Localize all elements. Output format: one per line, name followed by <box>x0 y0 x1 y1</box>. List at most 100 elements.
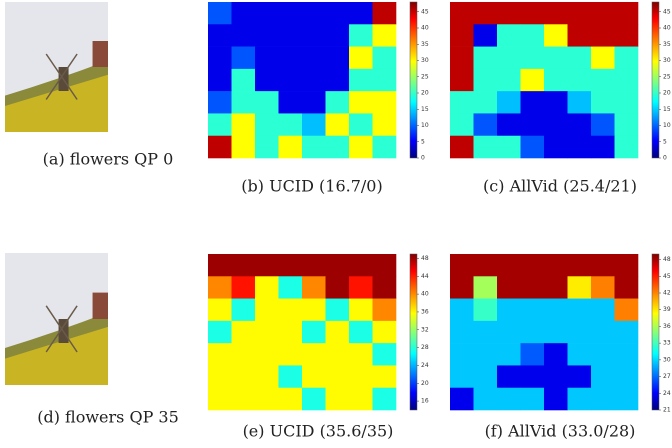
heat-cell <box>349 136 373 159</box>
heat-cell <box>208 299 232 322</box>
colorbar-tick-label: 30 <box>663 356 671 363</box>
colorbar-tick-label: 48 <box>421 255 429 262</box>
heat-cell <box>208 365 232 388</box>
heat-cell <box>450 24 474 47</box>
colorbar-tick-label: 30 <box>663 57 671 64</box>
heat-cell <box>232 113 256 136</box>
colorbar-tick-label: 20 <box>421 90 429 97</box>
heat-cell <box>255 343 279 366</box>
colorbar-tick-label: 24 <box>663 390 671 397</box>
heat-cell <box>544 388 568 411</box>
heat-cell <box>497 343 521 366</box>
heat-cell <box>302 2 326 25</box>
heat-cell <box>568 91 592 114</box>
heat-cell <box>232 321 256 344</box>
heat-cell <box>279 254 303 277</box>
heat-cell <box>521 47 545 70</box>
colorbar-tick-label: 30 <box>421 57 429 64</box>
heat-cell <box>349 254 373 277</box>
heat-cell <box>373 136 397 159</box>
heat-cell <box>591 113 615 136</box>
heat-cell <box>568 47 592 70</box>
colorbar <box>410 254 417 410</box>
heat-cell <box>208 254 232 277</box>
heat-cell <box>568 343 592 366</box>
heat-cell <box>255 321 279 344</box>
heat-cell <box>568 2 592 25</box>
heat-cell <box>615 2 639 25</box>
heat-cell <box>544 299 568 322</box>
heat-cell <box>450 69 474 92</box>
heat-cell <box>279 276 303 299</box>
colorbar-tick-label: 20 <box>421 380 429 387</box>
heat-cell <box>349 299 373 322</box>
heat-cell <box>232 299 256 322</box>
heat-cell <box>208 343 232 366</box>
heat-cell <box>302 254 326 277</box>
heat-cell <box>591 276 615 299</box>
heat-cell <box>349 276 373 299</box>
heat-cell <box>349 321 373 344</box>
heat-cell <box>349 388 373 411</box>
heat-cell <box>521 299 545 322</box>
heat-cell <box>591 254 615 277</box>
heat-cell <box>474 136 498 159</box>
colorbar-tick-label: 40 <box>421 25 429 32</box>
heat-cell <box>615 388 639 411</box>
heat-cell <box>450 388 474 411</box>
heat-cell <box>302 47 326 70</box>
colorbar-tick-label: 35 <box>663 41 671 48</box>
heat-cell <box>450 2 474 25</box>
heat-cell <box>497 276 521 299</box>
heat-cell <box>302 136 326 159</box>
heat-cell <box>255 69 279 92</box>
heat-cell <box>208 321 232 344</box>
heat-cell <box>302 299 326 322</box>
heat-cell <box>568 365 592 388</box>
heat-cell <box>474 113 498 136</box>
heat-cell <box>544 365 568 388</box>
heat-cell <box>521 321 545 344</box>
heat-cell <box>279 113 303 136</box>
heat-cell <box>615 343 639 366</box>
heat-cell <box>255 299 279 322</box>
heat-cell <box>279 365 303 388</box>
heat-cell <box>279 136 303 159</box>
heat-cell <box>349 69 373 92</box>
heat-cell <box>591 24 615 47</box>
colorbar-tick-label: 40 <box>421 291 429 298</box>
heat-cell <box>373 69 397 92</box>
heat-cell <box>208 24 232 47</box>
heat-cell <box>591 299 615 322</box>
heat-cell <box>349 24 373 47</box>
caption: (d) flowers QP 35 <box>37 408 179 427</box>
caption: (f) AllVid (33.0/28) <box>485 422 636 441</box>
colorbar-tick-label: 25 <box>421 73 429 80</box>
heat-cell <box>373 343 397 366</box>
heat-cell <box>497 388 521 411</box>
heat-cell <box>474 343 498 366</box>
heat-cell <box>326 24 350 47</box>
heat-cell <box>373 299 397 322</box>
heat-cell <box>568 254 592 277</box>
heat-cell <box>349 365 373 388</box>
colorbar-tick-label: 5 <box>663 138 667 145</box>
heat-cell <box>326 343 350 366</box>
heat-cell <box>521 365 545 388</box>
heat-cell <box>232 91 256 114</box>
heat-cell <box>373 254 397 277</box>
heat-cell <box>326 91 350 114</box>
heat-cell <box>521 113 545 136</box>
heat-cell <box>255 136 279 159</box>
colorbar-tick-label: 35 <box>421 41 429 48</box>
heat-cell <box>326 321 350 344</box>
colorbar-tick-label: 36 <box>421 308 429 315</box>
heat-cell <box>255 24 279 47</box>
heat-cell <box>302 388 326 411</box>
heat-cell <box>450 91 474 114</box>
heat-cell <box>450 343 474 366</box>
heat-cell <box>255 47 279 70</box>
colorbar-tick-label: 48 <box>663 256 671 263</box>
heat-cell <box>521 254 545 277</box>
heat-cell <box>232 69 256 92</box>
